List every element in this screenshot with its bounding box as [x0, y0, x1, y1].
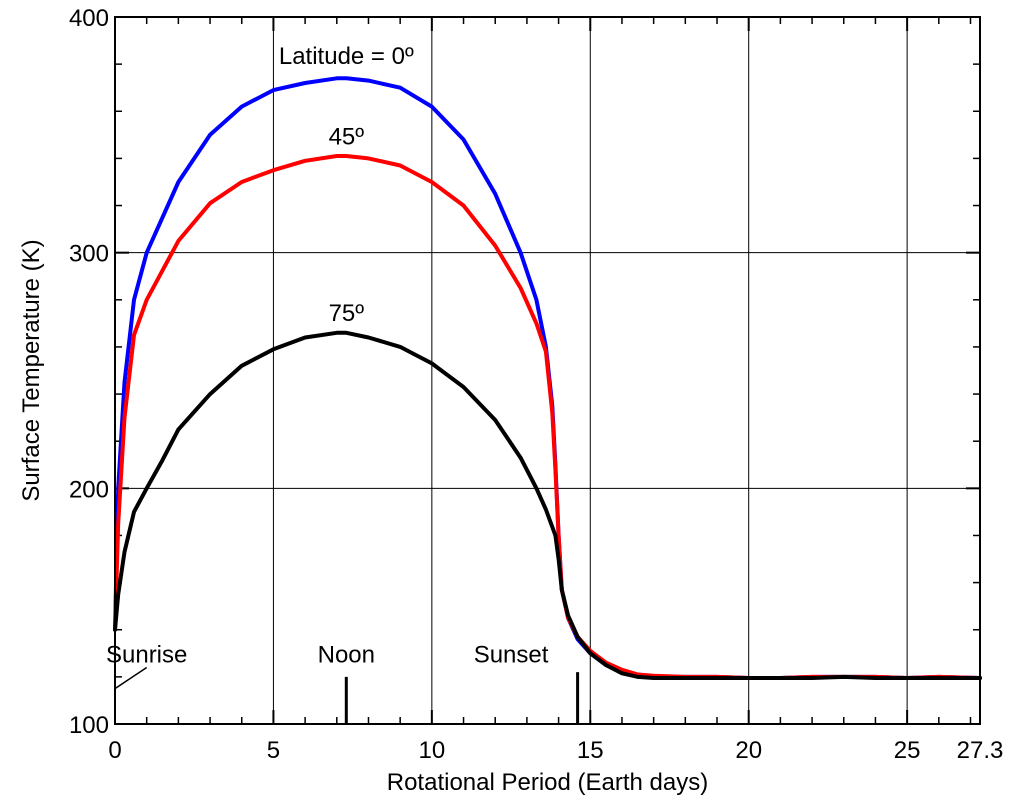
x-tick-label: 15 — [577, 737, 604, 764]
annotation-45: 45º — [329, 123, 365, 150]
y-axis-title: Surface Temperature (K) — [18, 239, 45, 501]
x-axis-title: Rotational Period (Earth days) — [387, 769, 709, 796]
x-tick-label: 20 — [735, 737, 762, 764]
annotation-sunset: Sunset — [474, 642, 549, 669]
x-tick-label: 0 — [108, 737, 121, 764]
series-layer — [113, 76, 982, 680]
label-layer: 0 5 10 15 20 25 27.3 100 200 300 400 Rotational Per… — [18, 5, 1003, 796]
y-tick-label: 300 — [69, 241, 109, 268]
annotation-noon: Noon — [318, 642, 375, 669]
annotation-75: 75º — [329, 300, 365, 327]
annotation-sunrise: Sunrise — [106, 642, 187, 669]
x-tick-label: 25 — [894, 737, 921, 764]
series-line-1 — [113, 154, 982, 680]
x-tick-label: 5 — [267, 737, 280, 764]
y-tick-label: 100 — [69, 712, 109, 739]
y-tick-label: 200 — [69, 476, 109, 503]
marker-layer — [114, 666, 580, 724]
y-tick-label: 400 — [69, 5, 109, 32]
tick-layer — [115, 17, 980, 724]
sunrise-pointer — [114, 666, 148, 690]
grid-layer — [115, 17, 980, 724]
annotation-latitude-0: Latitude = 0º — [279, 43, 414, 70]
x-tick-label: 10 — [418, 737, 445, 764]
series-line-2 — [113, 330, 982, 680]
x-tick-label: 27.3 — [957, 737, 1004, 764]
plot-frame — [114, 16, 981, 725]
